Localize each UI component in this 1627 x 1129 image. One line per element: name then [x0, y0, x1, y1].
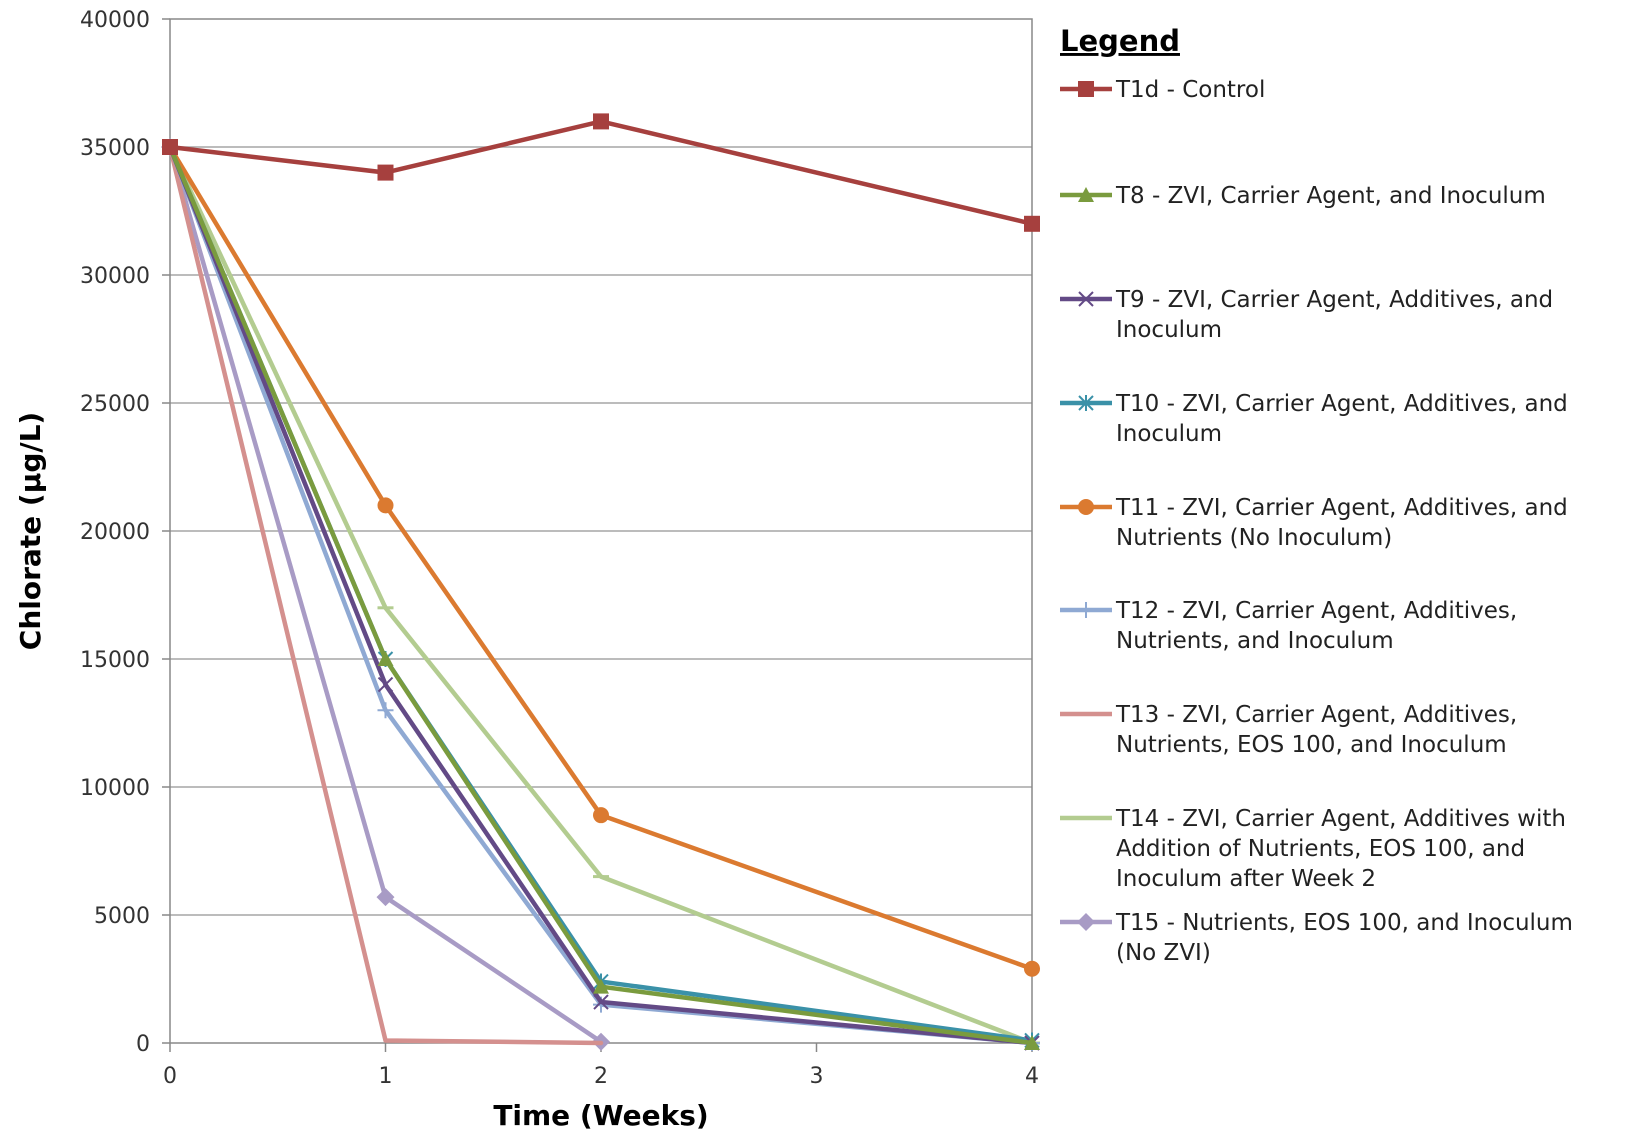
legend-swatch-marker: [1078, 187, 1094, 202]
data-point: [1024, 215, 1040, 232]
legend-swatch-marker: [1077, 913, 1095, 931]
legend-item: T1d - Control: [1060, 77, 1265, 103]
series-line-group: [162, 144, 1040, 1046]
data-point: [377, 164, 394, 181]
series-line-group: [162, 113, 1040, 232]
series-line: [167, 144, 1035, 1046]
x-tick-label: 2: [594, 1064, 608, 1089]
legend-label: T15 - Nutrients, EOS 100, and Inoculum: [1115, 910, 1573, 936]
y-axis-ticks: 0 5000 10000 15000 20000 25000 30000 35000 40000: [80, 8, 170, 1057]
gridlines: [170, 146, 1032, 916]
legend-label: T13 - ZVI, Carrier Agent, Additives,: [1115, 702, 1517, 728]
x-axis-title: Time (Weeks): [493, 1099, 708, 1129]
legend-swatch-marker: [1078, 291, 1094, 307]
series-line-group: [162, 139, 1040, 1051]
legend-label: Addition of Nutrients, EOS 100, and: [1116, 836, 1525, 862]
series-line-group: [162, 139, 1040, 977]
y-tick-label: 35000: [80, 136, 150, 161]
y-axis-title: Chlorate (µg/L): [14, 412, 47, 650]
legend-label: T8 - ZVI, Carrier Agent, and Inoculum: [1115, 183, 1546, 209]
data-point: [377, 676, 394, 693]
legend-label: Inoculum: [1116, 421, 1222, 447]
legend-label: Nutrients (No Inoculum): [1116, 525, 1392, 551]
legend-label: T11 - ZVI, Carrier Agent, Additives, and: [1115, 495, 1568, 521]
legend-label: T1d - Control: [1115, 77, 1265, 103]
data-point: [593, 807, 609, 824]
series-line-group: [167, 144, 604, 1046]
legend-label: T12 - ZVI, Carrier Agent, Additives,: [1115, 598, 1517, 624]
data-point: [593, 978, 609, 994]
y-tick-label: 10000: [80, 776, 150, 801]
legend-label: Inoculum after Week 2: [1116, 866, 1376, 892]
legend-item: T14 - ZVI, Carrier Agent, Additives with…: [1060, 806, 1566, 892]
series-line: [167, 144, 1035, 1046]
x-tick-label: 0: [163, 1064, 177, 1089]
legend: T1d - Control T8 - ZVI, Carrier Agent, an…: [1060, 77, 1573, 966]
y-tick-label: 0: [136, 1032, 150, 1057]
legend-item: T15 - Nutrients, EOS 100, and Inoculum (N…: [1060, 910, 1573, 966]
legend-item: T11 - ZVI, Carrier Agent, Additives, and…: [1060, 495, 1568, 551]
legend-item: T8 - ZVI, Carrier Agent, and Inoculum: [1060, 183, 1546, 209]
legend-label: Nutrients, EOS 100, and Inoculum: [1116, 732, 1507, 758]
legend-item: T13 - ZVI, Carrier Agent, Additives, Nutr…: [1060, 702, 1517, 758]
legend-label: T10 - ZVI, Carrier Agent, Additives, and: [1115, 391, 1568, 417]
legend-swatch-marker: [1078, 395, 1094, 411]
x-tick-label: 3: [810, 1064, 824, 1089]
x-tick-label: 1: [379, 1064, 393, 1089]
legend-swatch-marker: [1078, 81, 1094, 97]
series-group: [161, 113, 1040, 1051]
legend-label: (No ZVI): [1116, 940, 1211, 966]
y-tick-label: 40000: [80, 8, 150, 33]
legend-swatch-marker: [1078, 602, 1094, 618]
x-tick-label: 4: [1025, 1064, 1039, 1089]
series-line-group: [162, 139, 1040, 1051]
data-point: [162, 139, 178, 155]
legend-label: T14 - ZVI, Carrier Agent, Additives with: [1115, 806, 1566, 832]
legend-title: Legend: [1060, 24, 1180, 58]
data-point: [593, 113, 609, 130]
data-point: [1024, 960, 1040, 977]
legend-label: Nutrients, and Inoculum: [1116, 628, 1394, 654]
y-tick-label: 15000: [80, 648, 150, 673]
data-point: [377, 702, 394, 719]
legend-item: T9 - ZVI, Carrier Agent, Additives, and I…: [1060, 287, 1553, 343]
legend-label: T9 - ZVI, Carrier Agent, Additives, and: [1115, 287, 1553, 313]
data-point: [377, 497, 394, 514]
legend-item: T12 - ZVI, Carrier Agent, Additives, Nutr…: [1060, 598, 1517, 654]
data-point: [593, 994, 609, 1010]
series-line: [167, 144, 604, 1046]
legend-label: Inoculum: [1116, 317, 1222, 343]
y-tick-label: 30000: [80, 264, 150, 289]
data-point: [377, 651, 394, 666]
series-line: [167, 144, 1035, 1046]
data-point: [376, 888, 395, 907]
legend-item: T10 - ZVI, Carrier Agent, Additives, and…: [1060, 391, 1568, 447]
y-tick-label: 20000: [80, 520, 150, 545]
y-tick-label: 25000: [80, 392, 150, 417]
data-point: [1024, 1035, 1040, 1050]
y-tick-label: 5000: [94, 904, 150, 929]
legend-swatch-marker: [1078, 499, 1094, 515]
series-line: [167, 119, 1035, 227]
series-line: [167, 144, 1035, 972]
